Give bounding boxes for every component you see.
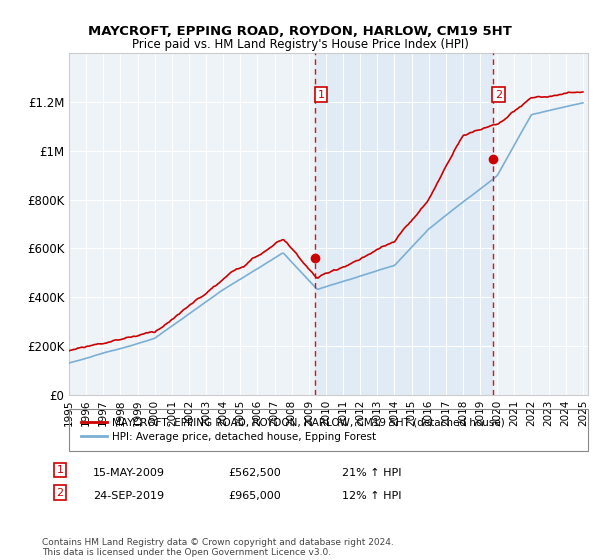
Text: Contains HM Land Registry data © Crown copyright and database right 2024.
This d: Contains HM Land Registry data © Crown c… <box>42 538 394 557</box>
Text: 21% ↑ HPI: 21% ↑ HPI <box>342 468 401 478</box>
Text: 1: 1 <box>56 465 64 475</box>
Text: 2: 2 <box>56 488 64 498</box>
Text: 24-SEP-2019: 24-SEP-2019 <box>93 491 164 501</box>
Bar <box>315 53 493 395</box>
Text: Price paid vs. HM Land Registry's House Price Index (HPI): Price paid vs. HM Land Registry's House … <box>131 38 469 50</box>
Text: 15-MAY-2009: 15-MAY-2009 <box>93 468 165 478</box>
Text: 2: 2 <box>495 90 502 100</box>
Text: 12% ↑ HPI: 12% ↑ HPI <box>342 491 401 501</box>
Legend: MAYCROFT, EPPING ROAD, ROYDON, HARLOW, CM19 5HT (detached house), HPI: Average p: MAYCROFT, EPPING ROAD, ROYDON, HARLOW, C… <box>77 413 509 446</box>
Text: £965,000: £965,000 <box>228 491 281 501</box>
Text: £562,500: £562,500 <box>228 468 281 478</box>
Text: MAYCROFT, EPPING ROAD, ROYDON, HARLOW, CM19 5HT: MAYCROFT, EPPING ROAD, ROYDON, HARLOW, C… <box>88 25 512 38</box>
Text: 1: 1 <box>318 90 325 100</box>
